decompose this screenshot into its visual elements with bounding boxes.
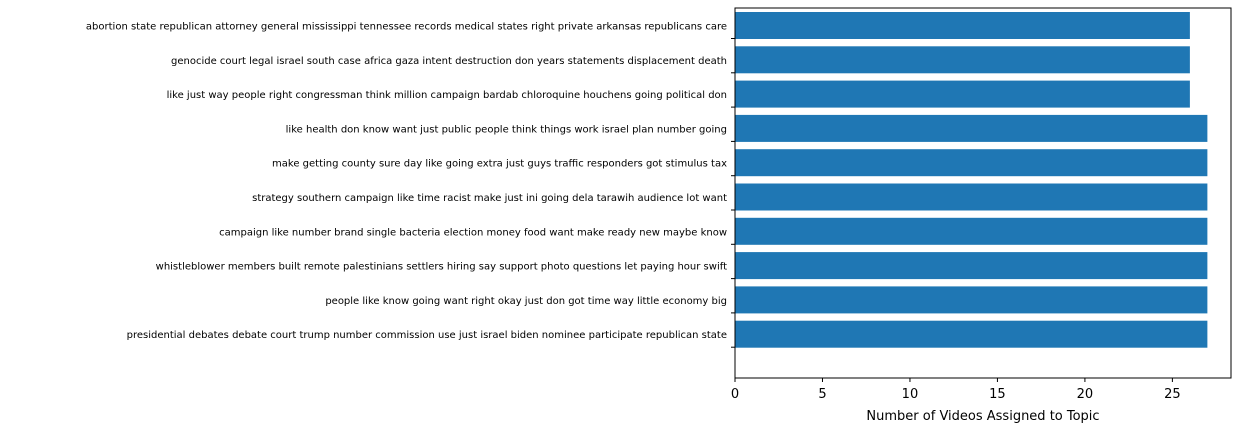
y-tick-label: presidential debates debate court trump … — [127, 330, 727, 341]
bar — [735, 252, 1208, 280]
axes-frame — [734, 7, 1232, 379]
y-tick-label: like just way people right congressman t… — [167, 90, 727, 101]
bar — [735, 114, 1208, 142]
x-tick-label: 10 — [902, 387, 919, 402]
bar — [735, 46, 1190, 74]
y-tick-label: whistleblower members built remote pales… — [156, 262, 727, 273]
x-axis-label: Number of Videos Assigned to Topic — [866, 409, 1099, 424]
bar — [735, 286, 1208, 314]
bar — [735, 320, 1208, 348]
x-ticks: 0 5 10 15 20 25 — [731, 378, 1181, 402]
y-tick-label: people like know going want right okay j… — [325, 296, 727, 307]
x-tick-label: 20 — [1077, 387, 1094, 402]
x-tick-label: 25 — [1164, 387, 1181, 402]
bar — [735, 12, 1190, 39]
x-tick-label: 15 — [989, 387, 1006, 402]
y-tick-label: strategy southern campaign like time rac… — [252, 193, 727, 204]
y-tick-label: campaign like number brand single bacter… — [219, 227, 727, 238]
bar — [735, 183, 1208, 211]
y-tick-label: abortion state republican attorney gener… — [86, 22, 727, 33]
bar — [735, 80, 1190, 108]
bar — [735, 149, 1208, 177]
bar — [735, 217, 1208, 245]
y-tick-label: like health don know want just public pe… — [286, 124, 727, 135]
axes-border — [734, 7, 1232, 379]
y-tick-label: make getting county sure day like going … — [272, 159, 727, 170]
y-tick-labels: abortion state republican attorney gener… — [86, 22, 735, 348]
y-tick-label: genocide court legal israel south case a… — [171, 56, 727, 67]
x-tick-label: 0 — [731, 387, 739, 402]
bars-group — [735, 12, 1208, 348]
x-tick-label: 5 — [818, 387, 826, 402]
